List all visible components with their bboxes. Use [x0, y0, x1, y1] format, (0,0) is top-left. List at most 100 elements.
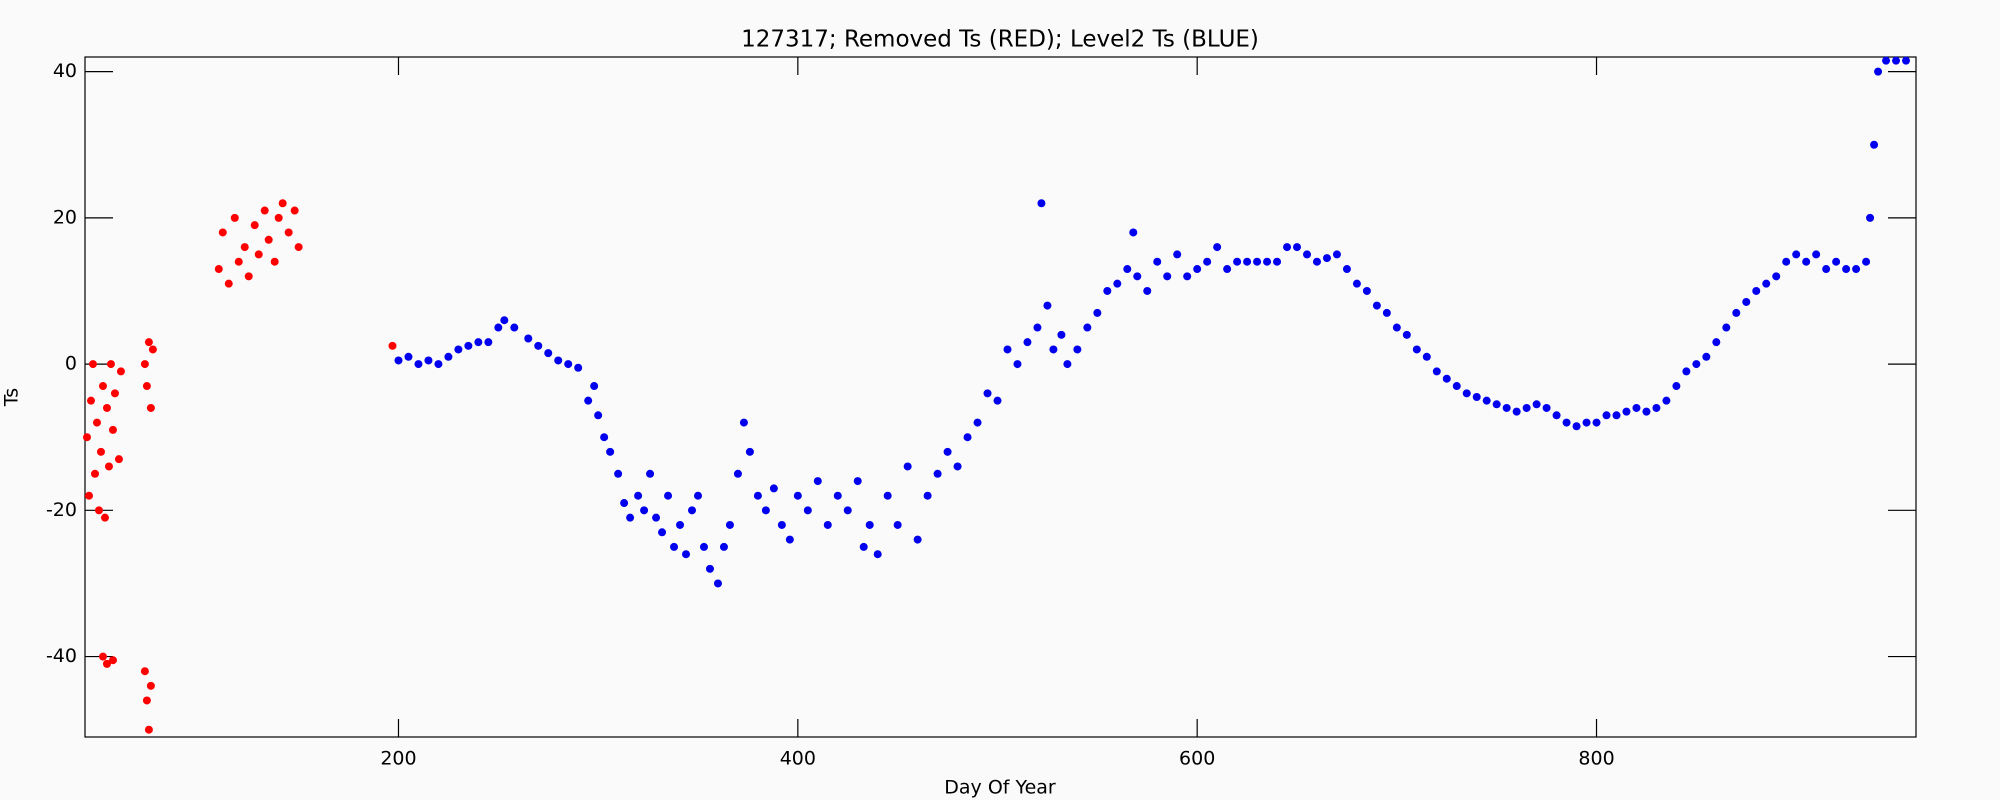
point: [1592, 418, 1601, 427]
point: [404, 352, 413, 361]
point: [1782, 257, 1791, 266]
point: [733, 469, 742, 478]
point: [244, 272, 253, 281]
y-tick-label: 40: [53, 60, 77, 82]
point: [510, 323, 519, 332]
point: [614, 469, 623, 478]
point: [1043, 301, 1052, 310]
point: [993, 396, 1002, 405]
point: [88, 360, 97, 369]
point: [1582, 418, 1591, 427]
point: [116, 367, 125, 376]
point: [923, 491, 932, 500]
point: [1113, 279, 1122, 288]
point: [98, 652, 107, 661]
y-tick-label: -40: [46, 645, 77, 667]
point: [1866, 213, 1875, 222]
point: [1462, 389, 1471, 398]
point: [104, 462, 113, 471]
point: [284, 228, 293, 237]
point: [873, 550, 882, 559]
point: [114, 455, 123, 464]
point: [1372, 301, 1381, 310]
point: [234, 257, 243, 266]
x-tick-label: 800: [1578, 748, 1614, 770]
point: [474, 338, 483, 347]
chart-title: 127317; Removed Ts (RED); Level2 Ts (BLU…: [741, 27, 1259, 53]
point: [394, 356, 403, 365]
point: [1802, 257, 1811, 266]
point: [1063, 360, 1072, 369]
point: [96, 447, 105, 456]
point: [1742, 297, 1751, 306]
point: [739, 418, 748, 427]
point: [705, 564, 714, 573]
point: [1532, 400, 1541, 409]
point: [144, 725, 153, 734]
point: [670, 542, 679, 551]
point: [1572, 422, 1581, 431]
point: [913, 535, 922, 544]
point: [1852, 265, 1861, 274]
point: [1003, 345, 1012, 354]
point: [424, 356, 433, 365]
point: [1902, 56, 1911, 65]
point: [823, 520, 832, 529]
point: [1832, 257, 1841, 266]
point: [1382, 308, 1391, 317]
point: [1792, 250, 1801, 259]
y-tick-label: 20: [53, 206, 77, 228]
point: [676, 520, 685, 529]
point: [943, 447, 952, 456]
point: [1352, 279, 1361, 288]
point: [102, 403, 111, 412]
point: [1432, 367, 1441, 376]
point: [1342, 265, 1351, 274]
point: [146, 681, 155, 690]
point: [86, 396, 95, 405]
point: [600, 433, 609, 442]
point: [90, 469, 99, 478]
point: [1013, 360, 1022, 369]
point: [688, 506, 697, 515]
point: [108, 656, 117, 665]
point: [1143, 286, 1152, 295]
point: [1057, 330, 1066, 339]
point: [719, 542, 728, 551]
point: [1662, 396, 1671, 405]
point: [500, 316, 509, 325]
point: [388, 341, 397, 350]
point: [82, 433, 91, 442]
point: [859, 542, 868, 551]
point: [140, 360, 149, 369]
point: [1392, 323, 1401, 332]
point: [1183, 272, 1192, 281]
point: [106, 360, 115, 369]
point: [260, 206, 269, 215]
point: [230, 213, 239, 222]
point: [1492, 400, 1501, 409]
point: [1233, 257, 1242, 266]
point: [785, 535, 794, 544]
point: [224, 279, 233, 288]
point: [594, 411, 603, 420]
point: [1203, 257, 1212, 266]
point: [1037, 199, 1046, 208]
point: [664, 491, 673, 500]
point: [100, 513, 109, 522]
point: [1402, 330, 1411, 339]
point: [658, 528, 667, 537]
point: [1322, 254, 1331, 263]
point: [1273, 257, 1282, 266]
point: [1882, 56, 1891, 65]
point: [753, 491, 762, 500]
point: [254, 250, 263, 259]
point: [240, 243, 249, 252]
point: [1472, 393, 1481, 401]
point: [1452, 382, 1461, 391]
point: [1312, 257, 1321, 266]
point: [1213, 243, 1222, 252]
point: [274, 213, 283, 222]
point: [699, 542, 708, 551]
point: [108, 425, 117, 434]
